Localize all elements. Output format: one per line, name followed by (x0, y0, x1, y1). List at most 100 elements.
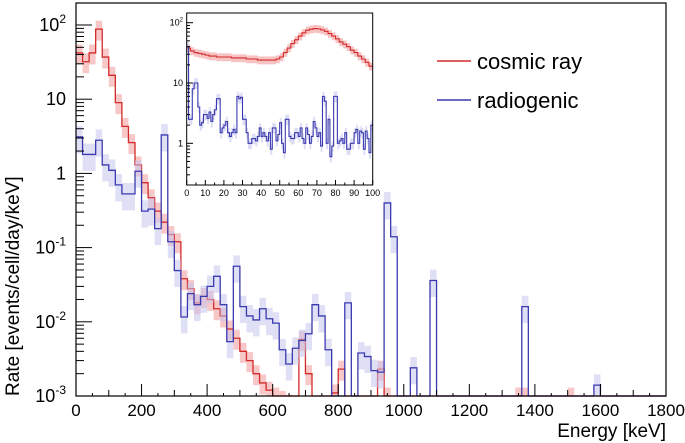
inset-background (186, 13, 373, 185)
inset-plot-marks (186, 24, 373, 163)
main-cosmic-ray-error-band-bin (305, 365, 312, 386)
main-cosmic-ray-error-band-bin (384, 387, 391, 396)
main-radiogenic-error-band-bin (279, 338, 286, 367)
main-cosmic-ray-error-band-bin (115, 94, 122, 115)
x-tick-label: 200 (127, 401, 155, 420)
inset-x-tick-label: 100 (365, 188, 380, 198)
y-tick-label-base: 10 (46, 89, 66, 109)
y-axis-title: Rate [events/cell/day/keV] (3, 176, 24, 396)
main-radiogenic-error-band-bin (239, 295, 247, 324)
main-radiogenic-error-band-bin (207, 275, 214, 303)
main-cosmic-ray-error-band-bin (95, 20, 103, 41)
legend-label-cosmic-ray: cosmic ray (477, 49, 582, 74)
inset-y-tick-label: 10 (173, 78, 183, 88)
main-cosmic-ray-error-band-bin (180, 270, 188, 291)
main-radiogenic-error-band-bin (259, 297, 267, 326)
main-cosmic-ray-error-band-bin (226, 320, 234, 341)
main-cosmic-ray-error-band-bin (515, 387, 522, 396)
inset-y-tick-label-base: 10 (170, 18, 180, 28)
main-radiogenic-error-band-bin (141, 200, 149, 228)
main-radiogenic-error-band-bin (266, 307, 273, 336)
inset-x-tick-label: 50 (275, 188, 285, 198)
main-radiogenic-error-band-bin (246, 305, 253, 333)
y-tick-label-base: 1 (56, 163, 66, 183)
x-tick-label: 400 (193, 401, 221, 420)
inset-y-tick-label-base: 10 (173, 78, 183, 88)
main-cosmic-ray-error-band-bin (89, 44, 96, 65)
main-radiogenic-error-band-bin (344, 292, 352, 320)
main-cosmic-ray-error-band-bin (108, 66, 116, 87)
main-radiogenic-error-band-bin (135, 160, 142, 188)
main-plot-marks (76, 20, 666, 397)
main-radiogenic-error-band-bin (357, 342, 365, 370)
main-radiogenic-error-band-bin (325, 338, 332, 367)
main-radiogenic-error-band-bin (200, 285, 208, 313)
main-radiogenic-error-band-bin (161, 124, 168, 152)
main-radiogenic-error-band-bin (318, 305, 326, 333)
main-radiogenic-error-band-bin (305, 322, 312, 351)
main-radiogenic-error-band-bin (272, 312, 280, 340)
main-cosmic-ray-error-band-bin (279, 390, 286, 396)
inset-x-tick-label: 90 (349, 188, 359, 198)
inset-cosmic-ray-histogram-line (186, 27, 373, 67)
main-radiogenic-error-band-bin (82, 143, 90, 171)
main-radiogenic-error-band-bin (521, 295, 529, 324)
y-tick-label-base: 10 (39, 15, 59, 35)
y-tick-label-exponent: -2 (55, 309, 66, 323)
main-radiogenic-error-band-bin (371, 359, 378, 388)
main-radiogenic-error-band-bin (410, 356, 417, 385)
x-axis-title: Energy [keV] (557, 421, 666, 442)
y-tick-label-base: 10 (35, 386, 55, 406)
y-tick-label-exponent: -3 (55, 383, 66, 397)
inset-x-tick-label: 30 (237, 188, 247, 198)
main-cosmic-ray-error-band-bin (239, 342, 247, 363)
legend: cosmic ray radiogenic (437, 49, 582, 113)
inset-x-tick-label: 20 (219, 188, 229, 198)
legend-label-radiogenic: radiogenic (477, 88, 579, 113)
x-tick-label: 1400 (516, 401, 554, 420)
x-tick-label: 1000 (385, 401, 423, 420)
main-radiogenic-error-band-bin (154, 217, 162, 246)
main-radiogenic-error-band-bin (253, 309, 260, 337)
main-radiogenic-error-band-bin (108, 159, 116, 187)
main-cosmic-ray-error-band-bin (213, 300, 221, 321)
inset-x-tick-label: 70 (312, 188, 322, 198)
inset-x-tick-label: 40 (256, 188, 266, 198)
main-radiogenic-error-band-bin (115, 174, 122, 202)
main-radiogenic-error-band-bin (187, 282, 194, 311)
main-cosmic-ray-error-band-bin (253, 365, 260, 386)
main-axes: 0 200 400 600 800 1000 1200 1400 1600 18001021011… (35, 12, 685, 420)
main-radiogenic-error-band-bin (95, 129, 103, 157)
main-cosmic-ray-error-band-bin (338, 360, 345, 381)
main-radiogenic-error-band-bin (377, 361, 385, 389)
inset-y-tick-label: 102 (170, 18, 184, 28)
inset-radiogenic-histogram-line (186, 46, 373, 158)
main-radiogenic-error-band-bin (167, 230, 175, 259)
main-radiogenic-error-band-bin (148, 198, 155, 226)
main-cosmic-ray-error-band-bin (102, 48, 109, 69)
main-cosmic-ray-error-band-bin (128, 134, 135, 155)
y-tick-label: 10-3 (35, 383, 66, 406)
main-radiogenic-error-band-bin (213, 265, 221, 293)
main-cosmic-ray-error-band-bin (154, 202, 162, 223)
x-tick-label: 600 (258, 401, 286, 420)
main-radiogenic-error-band-bin (121, 183, 129, 211)
inset-x-tick-label: 80 (330, 188, 340, 198)
main-cosmic-ray-error-band-bin (82, 53, 90, 74)
x-tick-label: 800 (324, 401, 352, 420)
inset-y-tick-label-exponent: 2 (180, 18, 184, 24)
y-tick-label-base: 10 (35, 312, 55, 332)
main-radiogenic-error-band-bin (384, 192, 391, 220)
x-tick-label: 0 (71, 401, 80, 420)
main-radiogenic-error-band-bin (285, 353, 293, 381)
main-radiogenic-error-band-bin (89, 143, 96, 171)
y-tick-label-base: 10 (35, 238, 55, 258)
main-radiogenic-error-band-bin (174, 259, 181, 288)
main-cosmic-ray-error-band-bin (266, 381, 273, 396)
main-radiogenic-error-band-bin (312, 293, 319, 322)
x-tick-label: 1200 (450, 401, 488, 420)
main-cosmic-ray-error-band-bin (161, 213, 168, 234)
main-radiogenic-error-band-bin (226, 330, 234, 359)
y-tick-label: 10-1 (35, 235, 66, 258)
